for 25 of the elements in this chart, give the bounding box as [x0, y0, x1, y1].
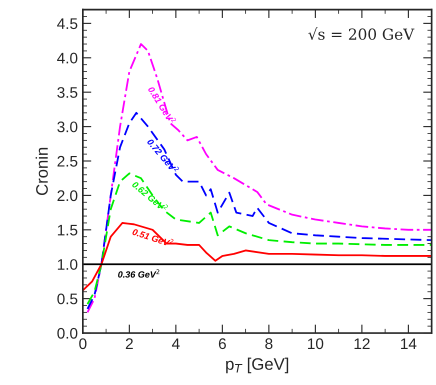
x-axis-title: p$_{T}$ [GeV]	[226, 358, 288, 374]
y-tick-label: 2.5	[58, 156, 78, 167]
y-tick-label: 4.5	[57, 18, 78, 30]
x-tick-label: 0	[79, 338, 86, 350]
x-tick-label: 10	[308, 338, 324, 350]
line-series	[86, 43, 432, 314]
x-tick-label: 14	[401, 338, 416, 349]
line-series	[82, 222, 432, 292]
y-tick-label: 0.0	[57, 328, 78, 339]
x-tick-label: 12	[354, 338, 370, 349]
x-tick-label: 2	[126, 338, 133, 349]
annotation: √s = 200 GeV	[308, 27, 414, 40]
x-tick-label: 4	[172, 338, 180, 349]
y-tick-label: 1.0	[58, 259, 78, 270]
y-tick-label: 4.0	[57, 52, 78, 64]
y-tick-label: 3.5	[57, 87, 78, 98]
y-tick-label: 2.0	[58, 190, 78, 202]
y-axis-title: Cronin	[36, 148, 48, 196]
x-tick-label: 8	[265, 338, 272, 350]
line-series	[86, 172, 432, 306]
y-tick-label: 1.5	[58, 224, 78, 236]
y-tick-label: 3.0	[57, 121, 78, 132]
ref-line-label: 0.36 GeV$^{2}$	[118, 269, 160, 278]
y-tick-label: 0.5	[57, 293, 78, 304]
x-tick-label: 6	[218, 338, 226, 350]
